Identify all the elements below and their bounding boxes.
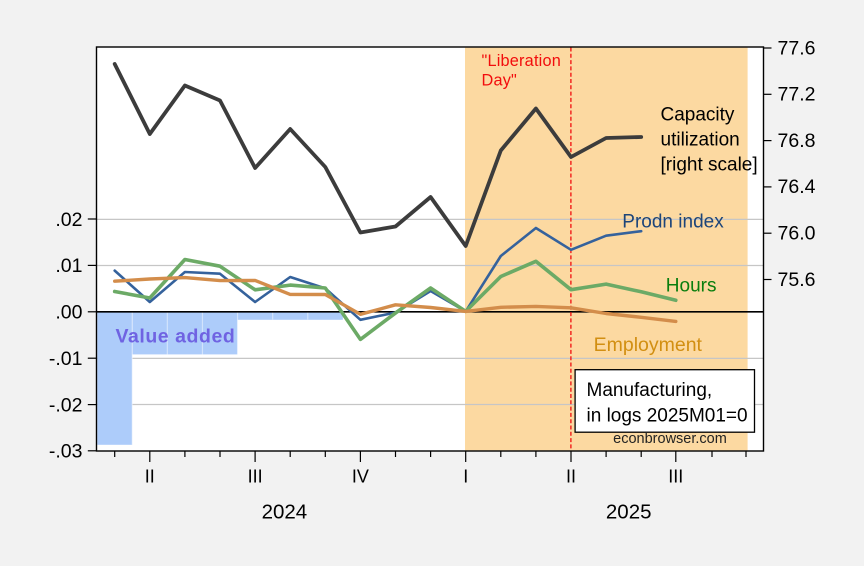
svg-text:I: I	[463, 466, 468, 486]
svg-text:Capacity: Capacity	[661, 105, 735, 126]
svg-text:2024: 2024	[262, 500, 308, 523]
svg-text:Employment: Employment	[594, 334, 703, 356]
svg-text:Manufacturing,: Manufacturing,	[587, 380, 713, 401]
svg-text:.01: .01	[55, 255, 82, 277]
svg-text:Hours: Hours	[666, 276, 717, 297]
svg-text:2025: 2025	[606, 500, 652, 523]
svg-text:IV: IV	[352, 466, 369, 486]
svg-text:76.4: 76.4	[778, 176, 816, 198]
svg-text:-.03: -.03	[49, 441, 83, 463]
svg-text:.02: .02	[55, 209, 82, 231]
svg-text:II: II	[566, 466, 576, 486]
svg-text:76.0: 76.0	[778, 223, 816, 245]
svg-text:75.6: 75.6	[778, 269, 816, 291]
svg-text:Day": Day"	[482, 71, 518, 89]
svg-text:[right scale]: [right scale]	[661, 154, 758, 175]
svg-text:-.02: -.02	[49, 394, 83, 416]
svg-text:II: II	[145, 466, 155, 486]
svg-text:.00: .00	[55, 302, 82, 324]
svg-text:77.6: 77.6	[778, 37, 816, 59]
svg-text:"Liberation: "Liberation	[482, 52, 562, 70]
svg-text:76.8: 76.8	[778, 130, 816, 152]
svg-text:in logs 2025M01=0: in logs 2025M01=0	[587, 406, 748, 427]
svg-text:III: III	[668, 466, 683, 486]
svg-text:Prodn index: Prodn index	[622, 212, 724, 233]
svg-text:utilization: utilization	[661, 129, 740, 150]
svg-text:-.01: -.01	[49, 348, 83, 370]
svg-text:77.2: 77.2	[778, 84, 816, 106]
svg-text:III: III	[248, 466, 263, 486]
svg-text:econbrowser.com: econbrowser.com	[613, 431, 727, 447]
svg-text:Value added: Value added	[116, 325, 236, 347]
